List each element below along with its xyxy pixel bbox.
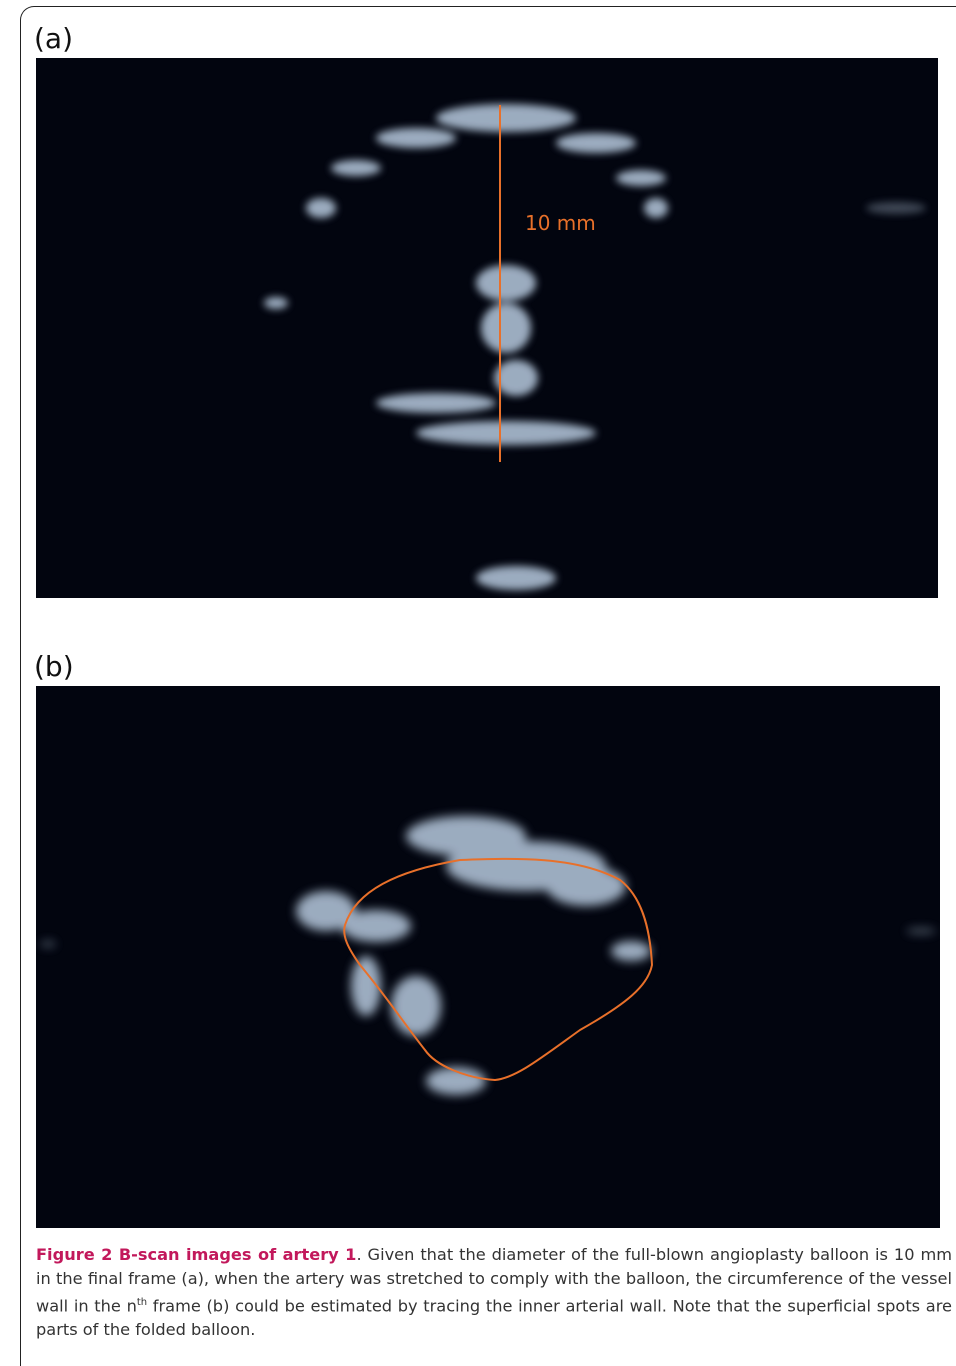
panel-label: (a)	[34, 22, 74, 55]
panel-label: (b)	[34, 650, 74, 683]
caption-title: Figure 2 B-scan images of artery 1	[36, 1245, 357, 1264]
caption-text: frame (b) could be estimated by tracing …	[36, 1296, 952, 1340]
measurement-label: 10 mm	[525, 211, 596, 235]
figure-border	[20, 6, 956, 1366]
ultrasound-image-b	[36, 686, 940, 1228]
figure-caption: Figure 2 B-scan images of artery 1. Give…	[36, 1243, 952, 1342]
caption-text: . Given that the diameter of the full-bl…	[36, 1245, 952, 1316]
traced-wall	[343, 857, 654, 1082]
ultrasound-image-a: 10 mm	[36, 58, 938, 598]
caption-superscript: th	[136, 1297, 148, 1308]
